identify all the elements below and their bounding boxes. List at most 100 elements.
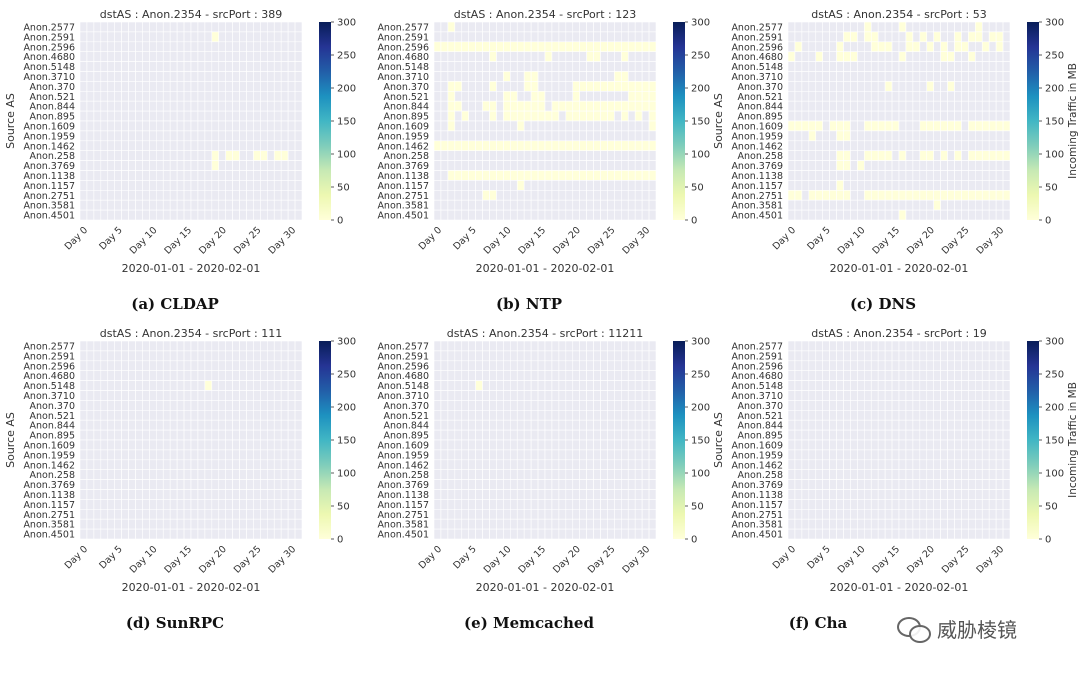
heatmap-cell <box>912 340 921 352</box>
heatmap-cell <box>815 31 823 43</box>
heatmap-cell <box>884 140 893 152</box>
row-label: Anon.4501 <box>23 211 75 222</box>
heatmap-cell-active <box>975 150 983 161</box>
heatmap-cell <box>940 499 948 510</box>
heatmap-cell <box>537 360 546 371</box>
heatmap-cell <box>641 190 650 201</box>
heatmap-cell <box>600 380 608 391</box>
heatmap-cell <box>926 130 934 142</box>
heatmap-cell <box>433 100 442 112</box>
heatmap-cell-active <box>648 41 657 52</box>
heatmap-cell <box>787 209 796 221</box>
colorbar-tick-label: 300 <box>691 18 710 29</box>
heatmap-cell <box>829 370 837 381</box>
heatmap-cell <box>794 61 803 72</box>
heatmap-cell <box>496 429 504 441</box>
heatmap-cell <box>107 140 115 152</box>
heatmap-cell <box>593 518 601 530</box>
heatmap-cell <box>898 350 907 362</box>
heatmap-cell <box>280 489 289 500</box>
heatmap-cell-active <box>627 81 636 92</box>
heatmap-cell <box>176 51 185 62</box>
heatmap-cell <box>836 110 844 122</box>
heatmap-cell <box>475 489 483 500</box>
caption-d: (d) SunRPC <box>125 614 225 632</box>
heatmap-cell <box>447 469 456 480</box>
heatmap-cell-active <box>634 41 643 52</box>
heatmap-cell <box>607 350 615 362</box>
heatmap-cell <box>273 380 282 391</box>
heatmap-cell <box>975 449 983 461</box>
heatmap-cell <box>162 61 171 72</box>
heatmap-cell <box>100 31 109 43</box>
heatmap-cell <box>489 150 497 161</box>
heatmap-cell <box>489 61 497 72</box>
heatmap-cell-active <box>489 140 497 152</box>
heatmap-cell <box>864 459 872 470</box>
heatmap-cell-active <box>891 120 900 132</box>
heatmap-cell <box>981 518 990 530</box>
heatmap-cell <box>926 170 934 181</box>
heatmap-cell <box>260 380 268 391</box>
heatmap-cell <box>864 340 872 352</box>
heatmap-cell <box>246 449 254 461</box>
heatmap-cell <box>253 360 261 371</box>
heatmap-cell-active <box>884 81 893 92</box>
heatmap-cell <box>877 390 886 401</box>
heatmap-cell <box>530 190 539 201</box>
heatmap-cell <box>947 209 955 221</box>
x-tick-label: Day 10 <box>128 225 160 257</box>
heatmap-cell <box>239 160 247 171</box>
heatmap-cell <box>190 449 199 461</box>
heatmap-cell <box>190 409 199 421</box>
heatmap-cell-active <box>516 110 525 122</box>
heatmap-cell <box>190 528 199 540</box>
heatmap-cell <box>218 429 226 441</box>
row-label: Anon.844 <box>29 421 75 432</box>
colorbar-tick-label: 200 <box>337 403 356 414</box>
heatmap-cell <box>815 449 823 461</box>
heatmap-cell <box>836 400 844 411</box>
heatmap-cell-active <box>544 140 553 152</box>
heatmap-cell <box>204 150 213 161</box>
heatmap-cell <box>433 130 442 142</box>
heatmap-cell <box>294 21 303 33</box>
heatmap-cell <box>211 21 220 33</box>
heatmap-cell <box>190 160 199 171</box>
heatmap-cell <box>975 419 983 431</box>
heatmap-cell <box>503 190 511 201</box>
heatmap-cell-active <box>489 41 497 52</box>
heatmap-cell <box>523 489 532 500</box>
y-axis-label: Source AS <box>4 93 17 149</box>
heatmap-cell <box>246 429 254 441</box>
heatmap-cell <box>607 489 615 500</box>
heatmap-cell <box>440 180 449 191</box>
heatmap-cell <box>558 61 567 72</box>
heatmap-cell <box>128 170 136 181</box>
heatmap-cell <box>169 31 178 43</box>
heatmap-cell <box>482 439 490 451</box>
heatmap-cell <box>461 439 469 451</box>
heatmap-cell <box>912 360 921 371</box>
heatmap-cell <box>79 100 88 112</box>
heatmap-cell <box>864 51 872 62</box>
heatmap-cell <box>287 110 296 122</box>
heatmap-cell-active <box>211 150 220 161</box>
heatmap-cell <box>912 31 921 43</box>
heatmap-cell <box>627 439 636 451</box>
heatmap-cell <box>995 449 1004 461</box>
heatmap-cell <box>100 120 109 132</box>
heatmap-cell <box>121 61 129 72</box>
heatmap-cell <box>190 390 199 401</box>
heatmap-cell <box>232 71 240 82</box>
heatmap-cell-active <box>933 120 941 132</box>
heatmap-cell <box>829 170 837 181</box>
heatmap-cell-active <box>926 120 934 132</box>
heatmap-cell-active <box>489 170 497 181</box>
heatmap-cell <box>857 170 865 181</box>
heatmap-cell <box>579 199 587 211</box>
heatmap-cell <box>232 110 240 122</box>
heatmap-cell <box>954 419 962 431</box>
heatmap-cell <box>149 409 157 421</box>
heatmap-cell <box>988 449 997 461</box>
